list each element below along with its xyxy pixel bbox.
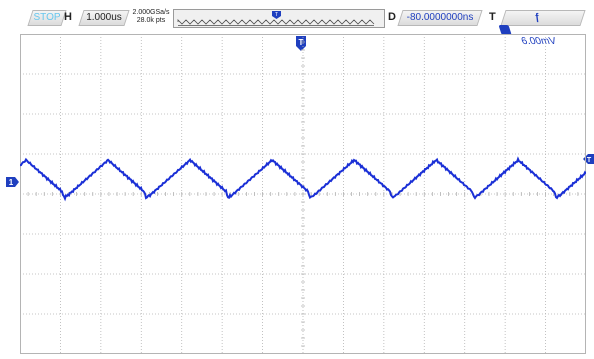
delay-label: D — [388, 11, 396, 23]
timebase-control[interactable]: 1.000us — [78, 10, 130, 26]
channel-marker-label: 1 — [9, 178, 14, 187]
sample-rate: 2.000GSa/s — [132, 9, 170, 16]
channel-1-offset-marker[interactable]: 1 — [6, 176, 20, 188]
memory-depth: 28.0k pts — [136, 17, 166, 24]
trigger-control[interactable]: ƒ 1 6.00mV — [498, 10, 586, 47]
memory-trigger-marker: T — [272, 11, 281, 19]
timebase-value: 1.000us — [86, 12, 122, 23]
horizontal-label: H — [64, 11, 72, 23]
delay-control[interactable]: -80.0000000ns — [397, 10, 483, 26]
run-state-label: STOP — [33, 12, 61, 23]
trigger-level-marker-label: T — [587, 157, 592, 164]
oscilloscope-grid — [20, 34, 586, 354]
trigger-label: T — [489, 11, 496, 23]
memory-overview-graphic: T — [177, 11, 375, 26]
run-stop-status[interactable]: STOP — [27, 10, 67, 26]
delay-value: -80.0000000ns — [406, 12, 474, 23]
acquisition-info: 2.000GSa/s 28.0k pts — [131, 9, 171, 25]
trigger-position-marker[interactable]: T — [295, 36, 307, 52]
graticule-center-ticks — [20, 34, 586, 354]
memory-overview-bar[interactable]: T — [173, 9, 385, 28]
status-bar: STOP H 1.000us 2.000GSa/s 28.0k pts T D … — [0, 0, 594, 47]
waveform-display[interactable] — [20, 34, 586, 354]
trigger-position-marker-label: T — [299, 38, 304, 47]
channel-1-waveform — [20, 156, 586, 202]
rising-edge-icon: ƒ — [532, 12, 543, 23]
svg-text:T: T — [275, 12, 278, 18]
